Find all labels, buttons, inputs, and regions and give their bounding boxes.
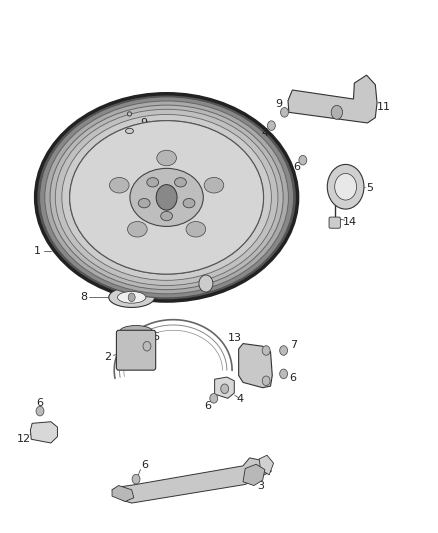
Text: 9: 9 [276,99,283,109]
Text: 9: 9 [140,118,148,128]
Circle shape [36,406,44,416]
Text: 2: 2 [104,352,111,362]
Text: 6: 6 [293,161,300,172]
Circle shape [156,184,177,210]
Ellipse shape [126,128,134,134]
Circle shape [281,108,288,117]
Ellipse shape [130,168,203,227]
Text: 6: 6 [152,332,159,342]
Text: 3: 3 [257,481,264,491]
Ellipse shape [35,94,297,301]
Ellipse shape [110,177,129,193]
Text: 6: 6 [141,461,148,470]
Ellipse shape [127,112,132,116]
Text: 13: 13 [228,333,242,343]
Circle shape [331,106,343,119]
Circle shape [199,275,213,292]
Polygon shape [112,486,134,502]
Ellipse shape [204,177,224,193]
Ellipse shape [175,177,186,187]
Circle shape [128,293,135,302]
Text: 6: 6 [36,398,43,408]
Circle shape [221,384,229,393]
Ellipse shape [39,97,293,298]
Text: 1: 1 [34,246,41,255]
Ellipse shape [55,109,278,286]
Circle shape [280,346,288,356]
Ellipse shape [183,198,195,208]
Ellipse shape [62,115,272,280]
Text: 12: 12 [17,434,32,444]
Text: 4: 4 [261,127,268,138]
Circle shape [268,121,276,131]
Ellipse shape [138,198,150,208]
Ellipse shape [117,292,146,303]
Polygon shape [243,464,265,486]
Circle shape [210,393,218,403]
Circle shape [262,346,270,356]
Circle shape [143,342,151,351]
Polygon shape [259,455,274,475]
Text: 5: 5 [366,183,373,193]
Circle shape [132,474,140,484]
Text: 6: 6 [290,373,297,383]
Ellipse shape [109,287,155,308]
Polygon shape [215,377,234,398]
Ellipse shape [157,150,177,166]
Ellipse shape [70,120,264,274]
Ellipse shape [50,105,283,289]
Text: 10: 10 [210,280,224,290]
Text: 4: 4 [237,394,244,405]
FancyBboxPatch shape [117,330,155,370]
Text: 14: 14 [343,217,357,228]
Ellipse shape [120,326,152,337]
Ellipse shape [70,120,264,274]
Text: 6: 6 [205,401,212,411]
Text: 8: 8 [80,292,87,302]
Ellipse shape [186,222,206,237]
Ellipse shape [127,222,147,237]
Circle shape [280,369,288,378]
Polygon shape [239,344,272,387]
Ellipse shape [161,212,173,221]
Text: 7: 7 [290,340,297,350]
Circle shape [299,156,307,165]
Polygon shape [112,458,272,503]
Text: 11: 11 [377,102,391,112]
Circle shape [327,165,364,209]
FancyBboxPatch shape [329,217,340,228]
Circle shape [262,376,270,385]
Ellipse shape [147,177,159,187]
Polygon shape [30,422,57,443]
Circle shape [335,173,357,200]
Polygon shape [288,75,377,123]
Ellipse shape [45,101,288,294]
